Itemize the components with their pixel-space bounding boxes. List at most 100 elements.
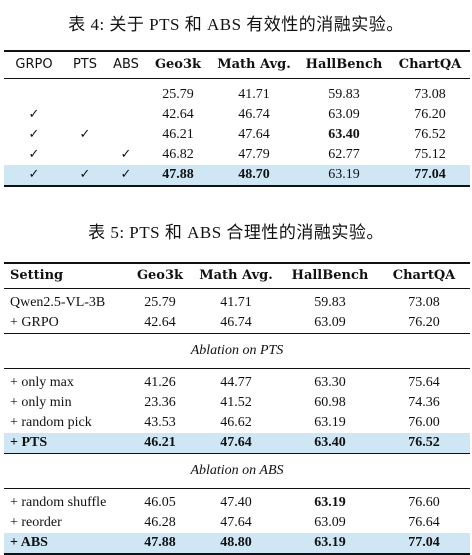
col-header-pts: PTS bbox=[72, 57, 98, 72]
geo3k-cell: 46.28 bbox=[144, 515, 176, 530]
hallbench-cell: 62.77 bbox=[328, 147, 360, 162]
chartqa-cell: 77.04 bbox=[378, 533, 470, 554]
section-header-pts: Ablation on PTS bbox=[4, 333, 470, 369]
hallbench-cell: 63.09 bbox=[314, 315, 346, 330]
math-cell: 46.74 bbox=[238, 107, 270, 122]
chartqa-cell: 76.20 bbox=[408, 315, 440, 330]
table-row: 25.79 41.71 59.83 73.08 bbox=[4, 78, 470, 106]
chartqa-cell: 74.36 bbox=[408, 395, 440, 410]
hallbench-cell: 59.83 bbox=[328, 87, 360, 102]
geo3k-cell: 43.53 bbox=[144, 415, 176, 430]
setting-cell: + PTS bbox=[4, 433, 130, 454]
geo3k-cell: 42.64 bbox=[144, 315, 176, 330]
hallbench-cell: 63.19 bbox=[298, 165, 390, 186]
hallbench-cell: 63.19 bbox=[314, 415, 346, 430]
setting-cell: + GRPO bbox=[10, 315, 59, 330]
table-row: + GRPO 42.64 46.74 63.09 76.20 bbox=[4, 313, 470, 334]
chartqa-cell: 73.08 bbox=[414, 87, 446, 102]
hallbench-cell: 63.09 bbox=[314, 515, 346, 530]
hallbench-cell: 63.30 bbox=[314, 375, 346, 390]
pts-cell bbox=[64, 79, 106, 106]
table4-caption: 表 4: 关于 PTS 和 ABS 有效性的消融实验。 bbox=[68, 15, 404, 34]
section-header-abs: Ablation on ABS bbox=[4, 453, 470, 489]
table-row-highlighted: + ABS 47.88 48.80 63.19 77.04 bbox=[4, 533, 470, 554]
col-header-chartqa: ChartQA bbox=[398, 57, 462, 72]
setting-cell: + random pick bbox=[10, 415, 92, 430]
geo3k-cell: 47.88 bbox=[130, 533, 190, 554]
geo3k-cell: 46.21 bbox=[162, 127, 194, 142]
table-row: + random pick 43.53 46.62 63.19 76.00 bbox=[4, 413, 470, 433]
math-cell: 41.71 bbox=[220, 295, 252, 310]
math-cell: 46.74 bbox=[220, 315, 252, 330]
hallbench-cell: 63.19 bbox=[282, 533, 378, 554]
chartqa-cell: 76.52 bbox=[414, 127, 446, 142]
col-header-chartqa: ChartQA bbox=[392, 268, 456, 283]
math-cell: 44.77 bbox=[220, 375, 252, 390]
col-header-grpo: GRPO bbox=[15, 57, 53, 72]
chartqa-cell: 76.20 bbox=[414, 107, 446, 122]
geo3k-cell: 41.26 bbox=[144, 375, 176, 390]
section-label-pts: Ablation on PTS bbox=[190, 343, 284, 358]
table-row-highlighted: + PTS 46.21 47.64 63.40 76.52 bbox=[4, 433, 470, 454]
geo3k-cell: 42.64 bbox=[162, 107, 194, 122]
section-label-abs: Ablation on ABS bbox=[190, 463, 284, 478]
col-header-math-avg: Math Avg. bbox=[217, 57, 291, 72]
table-row: + only max 41.26 44.77 63.30 75.64 bbox=[4, 368, 470, 394]
table-row: ✓ ✓ 46.21 47.64 63.40 76.52 bbox=[4, 125, 470, 145]
hallbench-cell: 60.98 bbox=[314, 395, 346, 410]
grpo-cell: ✓ bbox=[28, 147, 40, 162]
table-row: Qwen2.5-VL-3B 25.79 41.71 59.83 73.08 bbox=[4, 288, 470, 314]
chartqa-cell: 75.64 bbox=[408, 375, 440, 390]
col-header-abs: ABS bbox=[113, 57, 139, 72]
math-cell: 47.40 bbox=[220, 495, 252, 510]
col-header-math-avg: Math Avg. bbox=[199, 268, 273, 283]
hallbench-cell: 63.40 bbox=[282, 433, 378, 454]
setting-cell: + ABS bbox=[4, 533, 130, 554]
col-header-hallbench: HallBench bbox=[291, 268, 369, 283]
grpo-cell: ✓ bbox=[4, 165, 64, 186]
col-header-geo3k: Geo3k bbox=[154, 57, 202, 72]
geo3k-cell: 25.79 bbox=[144, 295, 176, 310]
table5-header-row: Setting Geo3k Math Avg. HallBench ChartQ… bbox=[4, 263, 470, 289]
table5: Setting Geo3k Math Avg. HallBench ChartQ… bbox=[4, 262, 470, 555]
setting-cell: + random shuffle bbox=[10, 495, 107, 510]
setting-cell: + reorder bbox=[10, 515, 62, 530]
table-row-highlighted: ✓ ✓ ✓ 47.88 48.70 63.19 77.04 bbox=[4, 165, 470, 186]
table-row: ✓ 42.64 46.74 63.09 76.20 bbox=[4, 105, 470, 125]
math-cell: 41.52 bbox=[220, 395, 252, 410]
grpo-cell bbox=[4, 79, 64, 106]
pts-cell: ✓ bbox=[64, 165, 106, 186]
setting-cell: Qwen2.5-VL-3B bbox=[10, 295, 106, 310]
pts-cell: ✓ bbox=[79, 127, 91, 142]
chartqa-cell: 76.52 bbox=[378, 433, 470, 454]
chartqa-cell: 77.04 bbox=[390, 165, 470, 186]
table-row: + only min 23.36 41.52 60.98 74.36 bbox=[4, 393, 470, 413]
abs-cell bbox=[106, 125, 146, 145]
pts-cell bbox=[64, 105, 106, 125]
math-cell: 48.80 bbox=[190, 533, 282, 554]
math-cell: 47.79 bbox=[238, 147, 270, 162]
table-row: ✓ ✓ 46.82 47.79 62.77 75.12 bbox=[4, 145, 470, 165]
chartqa-cell: 76.00 bbox=[408, 415, 440, 430]
math-cell: 47.64 bbox=[190, 433, 282, 454]
geo3k-cell: 46.82 bbox=[162, 147, 194, 162]
hallbench-cell: 63.40 bbox=[328, 127, 360, 142]
grpo-cell: ✓ bbox=[28, 107, 40, 122]
table-row: + reorder 46.28 47.64 63.09 76.64 bbox=[4, 513, 470, 533]
geo3k-cell: 46.05 bbox=[144, 495, 176, 510]
grpo-cell: ✓ bbox=[28, 127, 40, 142]
math-cell: 48.70 bbox=[210, 165, 298, 186]
math-cell: 47.64 bbox=[238, 127, 270, 142]
col-header-setting: Setting bbox=[10, 268, 64, 283]
math-cell: 41.71 bbox=[238, 87, 270, 102]
pts-cell bbox=[64, 145, 106, 165]
setting-cell: + only min bbox=[10, 395, 72, 410]
abs-cell bbox=[106, 79, 146, 106]
abs-cell: ✓ bbox=[120, 147, 132, 162]
table5-caption: 表 5: PTS 和 ABS 合理性的消融实验。 bbox=[88, 223, 384, 242]
geo3k-cell: 23.36 bbox=[144, 395, 176, 410]
col-header-geo3k: Geo3k bbox=[136, 268, 184, 283]
chartqa-cell: 73.08 bbox=[408, 295, 440, 310]
math-cell: 47.64 bbox=[220, 515, 252, 530]
hallbench-cell: 59.83 bbox=[314, 295, 346, 310]
